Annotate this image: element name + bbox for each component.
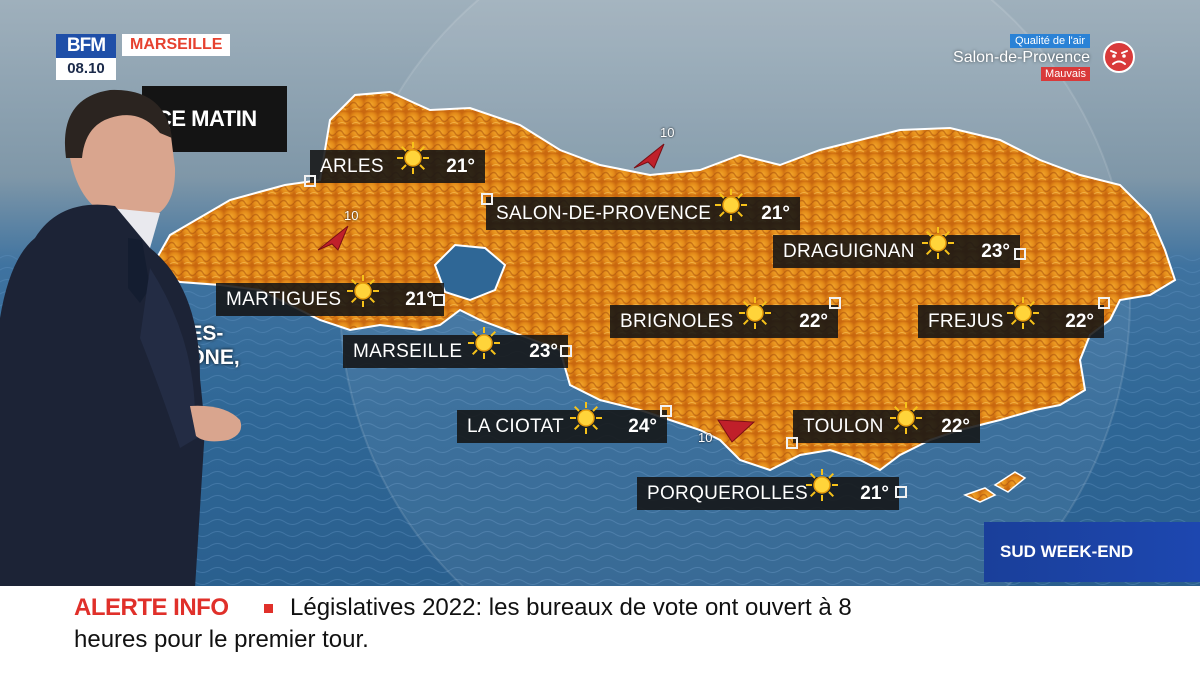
city-temp: 21° [446, 155, 475, 177]
sun-icon [890, 402, 922, 434]
sun-icon [739, 297, 771, 329]
sun-icon [806, 469, 838, 501]
city-pin [304, 175, 316, 187]
city-pin [1098, 297, 1110, 309]
city-temp: 24° [628, 415, 657, 437]
segment-title: CE MATIN [156, 106, 257, 131]
wind-speed: 10 [344, 208, 359, 223]
wind-arrow-icon [633, 143, 665, 169]
city-name: FREJUS [928, 310, 1004, 332]
sun-icon [347, 275, 379, 307]
news-ticker: ALERTE INFO Législatives 2022: les burea… [0, 586, 1200, 675]
sun-icon [570, 402, 602, 434]
air-quality-title: Qualité de l'air [1010, 34, 1090, 48]
channel-logo: BFM 08.10 [56, 34, 116, 80]
city-pin [1014, 248, 1026, 260]
city-name: SALON-DE-PROVENCE [496, 202, 712, 224]
island-1 [963, 487, 997, 503]
broadcast-time: 08.10 [56, 58, 116, 80]
city-name: LA CIOTAT [467, 415, 565, 437]
sun-icon [922, 227, 954, 259]
city-pin [433, 294, 445, 306]
city-label-la-ciotat: LA CIOTAT 24° [457, 402, 667, 443]
city-pin [786, 437, 798, 449]
sun-icon [715, 189, 747, 221]
presenter [0, 89, 242, 588]
alert-label: ALERTE INFO [74, 594, 229, 621]
air-quality-widget: Qualité de l'air Salon-de-Provence Mauva… [940, 34, 1140, 82]
city-label-toulon: TOULON 22° [793, 402, 980, 443]
city-name: TOULON [803, 415, 884, 437]
city-name: ARLES [320, 155, 384, 177]
wind-arrow-icon [717, 419, 756, 443]
ticker-line-2: heures pour le premier tour. [74, 626, 369, 653]
program-title: SUD WEEK-END [1000, 542, 1134, 561]
city-pin [660, 405, 672, 417]
air-quality-city: Salon-de-Provence [953, 49, 1090, 66]
logo-text: BFM [56, 34, 116, 58]
city-name: DRAGUIGNAN [783, 240, 915, 262]
island-2 [993, 471, 1027, 493]
city-label-frejus: FREJUS 22° [918, 297, 1104, 338]
city-temp: 22° [799, 310, 828, 332]
city-pin [560, 345, 572, 357]
wind-speed: 10 [698, 430, 713, 445]
city-temp: 21° [761, 202, 790, 224]
city-label-marseille: MARSEILLE 23° [343, 327, 568, 368]
city-label-salon: SALON-DE-PROVENCE 21° [486, 189, 800, 230]
sun-icon [1007, 297, 1039, 329]
alert-bullet-icon [264, 604, 273, 613]
city-label-porquerolles: PORQUEROLLES 21° [637, 469, 899, 510]
city-pin [829, 297, 841, 309]
city-pin [481, 193, 493, 205]
city-temp: 21° [405, 288, 434, 310]
city-pin [895, 486, 907, 498]
wind-arrow-icon [317, 225, 349, 251]
air-quality-status: Mauvais [1041, 67, 1090, 81]
city-temp: 22° [1065, 310, 1094, 332]
city-name: PORQUEROLLES [647, 482, 808, 504]
angry-face-icon [1103, 41, 1135, 73]
city-name: MARTIGUES [226, 288, 342, 310]
city-name: BRIGNOLES [620, 310, 734, 332]
region-label: MARSEILLE [122, 34, 231, 56]
city-temp: 22° [941, 415, 970, 437]
city-temp: 21° [860, 482, 889, 504]
wind-speed: 10 [660, 125, 675, 140]
city-name: MARSEILLE [353, 340, 463, 362]
land-mass [148, 90, 1177, 472]
city-temp: 23° [529, 340, 558, 362]
city-temp: 23° [981, 240, 1010, 262]
city-label-brignoles: BRIGNOLES 22° [610, 297, 838, 338]
program-banner: SUD WEEK-END [984, 522, 1200, 582]
city-label-arles: ARLES 21° [310, 142, 485, 183]
city-label-martigues: MARTIGUES 21° [216, 275, 444, 316]
ticker-line-1: Législatives 2022: les bureaux de vote o… [290, 594, 852, 621]
sun-icon [468, 327, 500, 359]
city-label-draguignan: DRAGUIGNAN 23° [773, 227, 1020, 268]
sun-icon [397, 142, 429, 174]
etang-de-berre [433, 243, 507, 302]
